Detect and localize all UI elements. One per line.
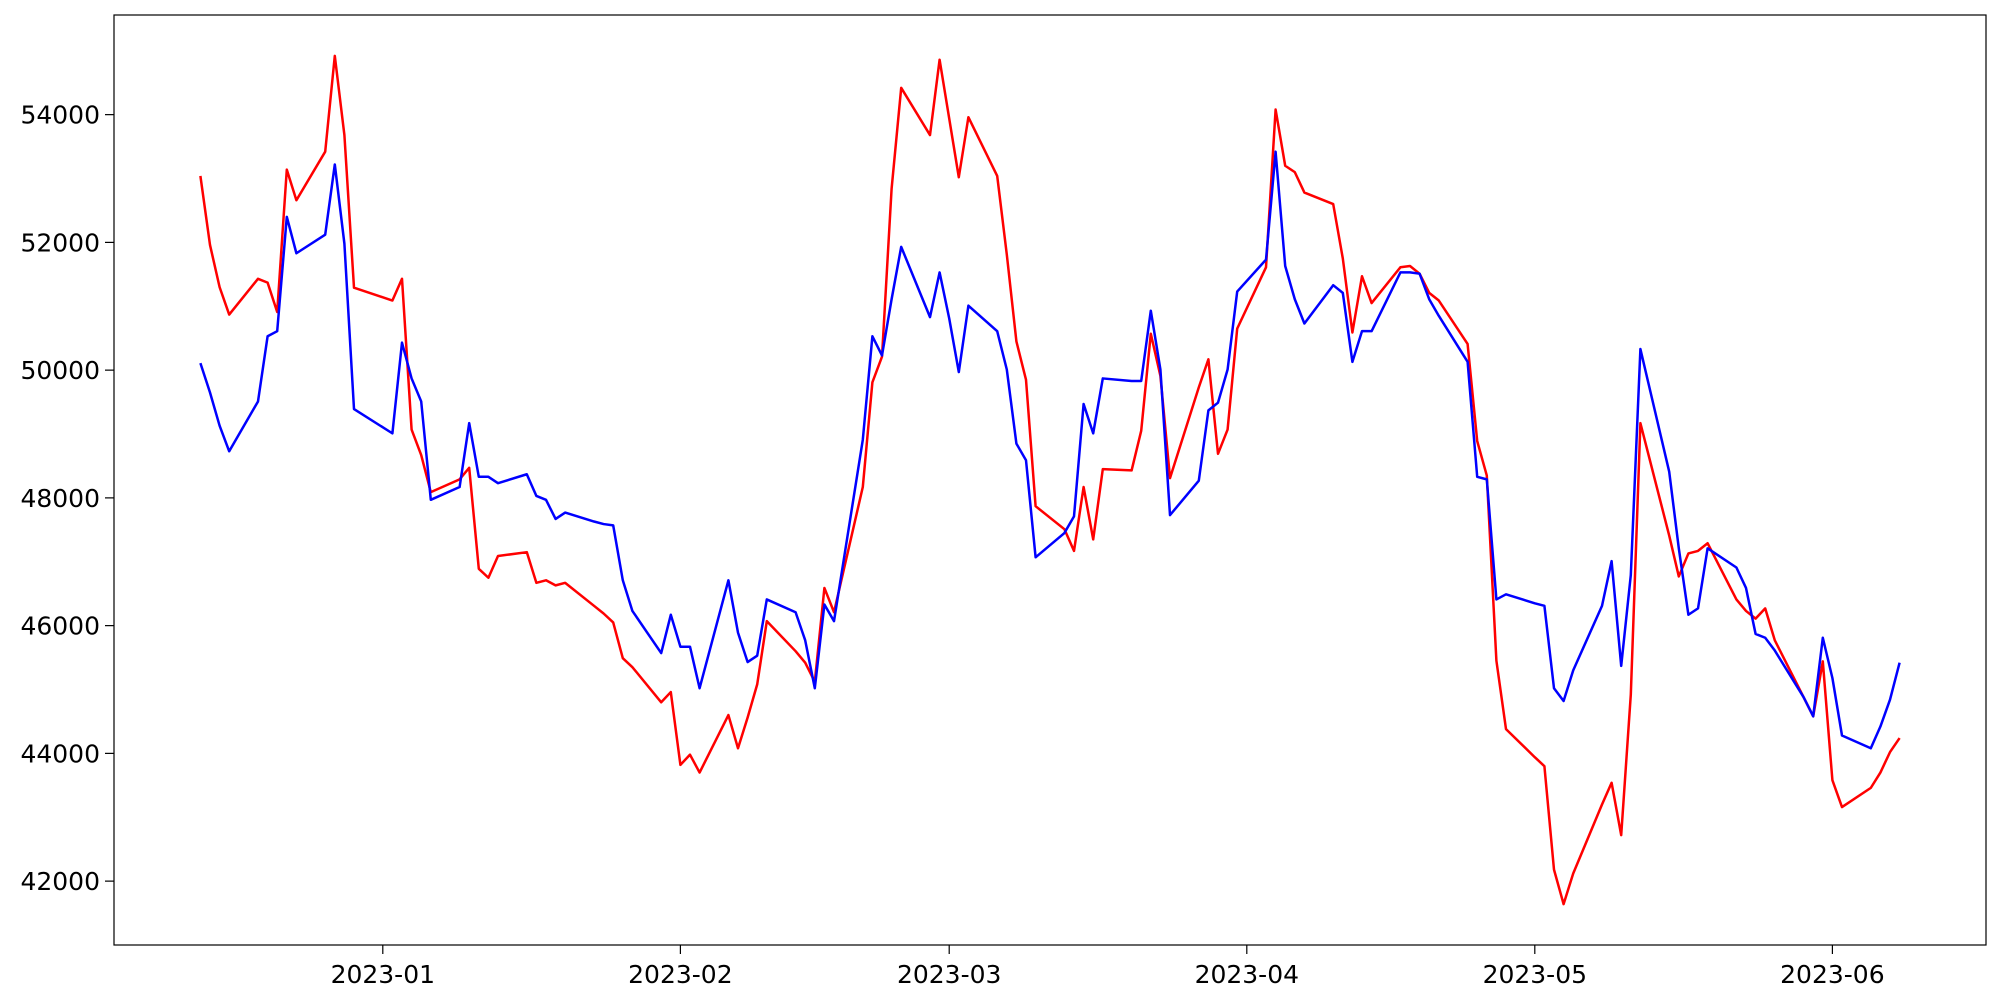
y-tick-label: 52000: [20, 228, 100, 257]
y-tick-label: 50000: [20, 356, 100, 385]
x-tick-label: 2023-06: [1780, 960, 1884, 989]
x-tick-label: 2023-03: [897, 960, 1001, 989]
x-tick-label: 2023-04: [1195, 960, 1299, 989]
plot-frame: [113, 14, 1987, 946]
y-tick-label: 48000: [20, 484, 100, 513]
series-line: [199, 150, 1901, 750]
x-tick-label: 2023-02: [628, 960, 732, 989]
y-tick-label: 46000: [20, 612, 100, 641]
y-tick-label: 44000: [20, 739, 100, 768]
x-tick-label: 2023-05: [1483, 960, 1587, 989]
x-tick-label: 2023-01: [331, 960, 435, 989]
y-tick-label: 54000: [20, 101, 100, 130]
y-tick-label: 42000: [20, 867, 100, 896]
series-line: [199, 54, 1901, 906]
